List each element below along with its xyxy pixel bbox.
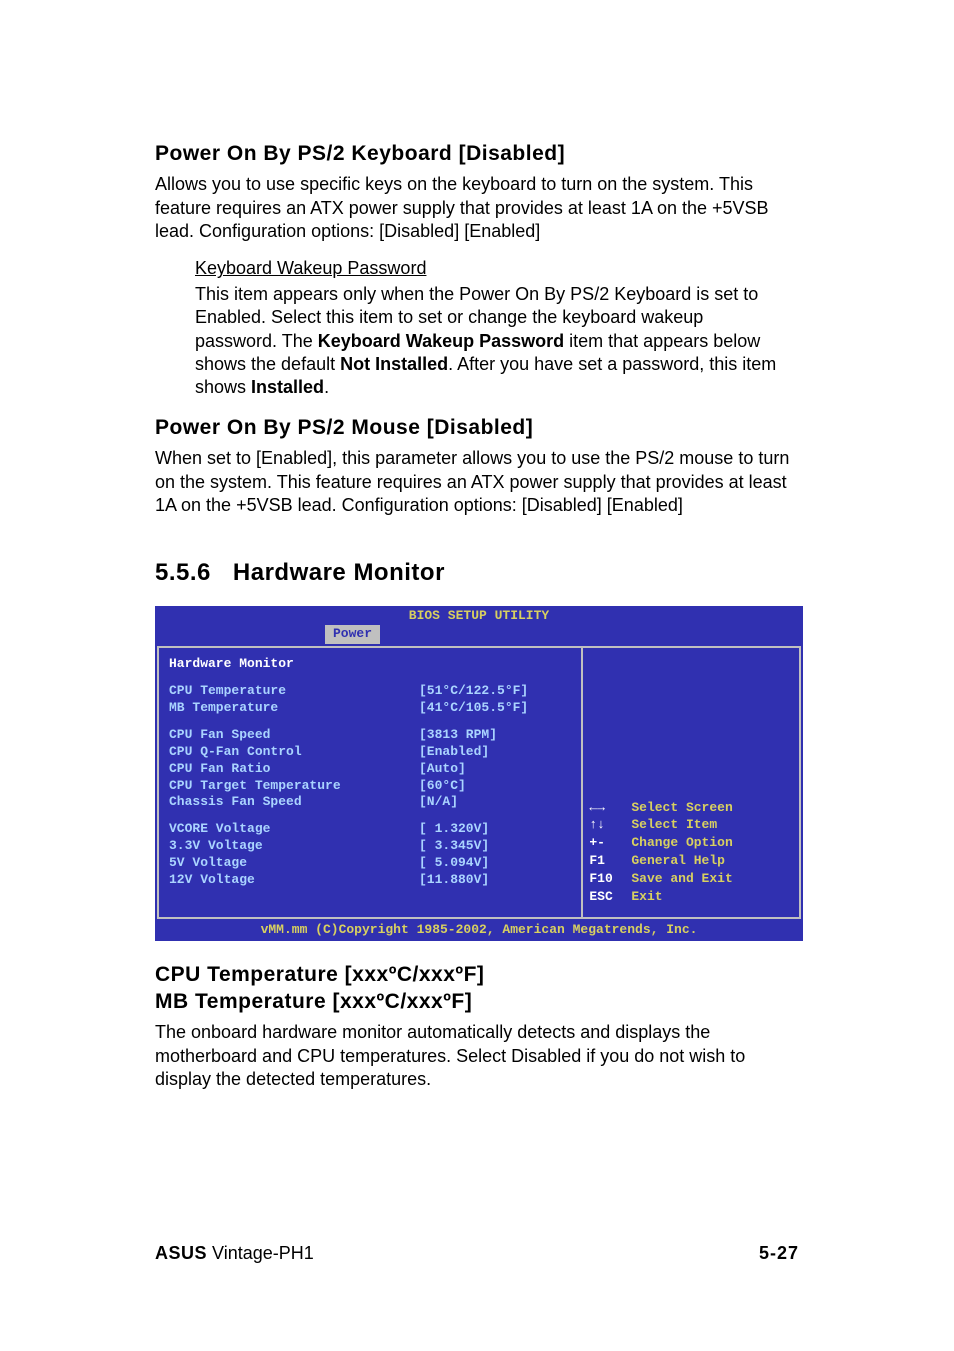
bios-label: VCORE Voltage [169, 821, 419, 838]
section-power-mouse: Power On By PS/2 Mouse [Disabled] When s… [155, 414, 799, 517]
bios-panel-title: Hardware Monitor [169, 656, 571, 673]
heading-power-mouse: Power On By PS/2 Mouse [Disabled] [155, 414, 799, 441]
bios-row-fan-ratio[interactable]: CPU Fan Ratio [Auto] [169, 761, 571, 778]
heading-power-keyboard: Power On By PS/2 Keyboard [Disabled] [155, 140, 799, 167]
bios-row-5v[interactable]: 5V Voltage [ 5.094V] [169, 855, 571, 872]
heading-cpu-temp: CPU Temperature [xxxºC/xxxºF] [155, 961, 799, 988]
keyboard-wakeup-block: Keyboard Wakeup Password This item appea… [195, 257, 789, 399]
section-temperatures: CPU Temperature [xxxºC/xxxºF] MB Tempera… [155, 961, 799, 1092]
bios-row-vcore[interactable]: VCORE Voltage [ 1.320V] [169, 821, 571, 838]
bios-row-target-temp[interactable]: CPU Target Temperature [60°C] [169, 778, 571, 795]
bios-value: [ 1.320V] [419, 821, 489, 838]
bios-label: Chassis Fan Speed [169, 794, 419, 811]
bios-label: MB Temperature [169, 700, 419, 717]
nav-key-f10: F10 [589, 871, 631, 888]
heading-mb-temp: MB Temperature [xxxºC/xxxºF] [155, 988, 799, 1015]
bios-label: CPU Target Temperature [169, 778, 419, 795]
bios-value: [3813 RPM] [419, 727, 497, 744]
bios-nav-row: ←→Select Screen [589, 800, 793, 817]
nav-label: Save and Exit [631, 871, 732, 888]
bios-value: [ 5.094V] [419, 855, 489, 872]
bios-group-temps: CPU Temperature [51°C/122.5°F] MB Temper… [169, 683, 571, 717]
bios-label: 12V Voltage [169, 872, 419, 889]
nav-key-pm-icon: +- [589, 835, 631, 852]
kw-bold-3: Installed [251, 377, 324, 397]
nav-label: Select Item [631, 817, 717, 834]
footer-page-number: 5-27 [759, 1242, 799, 1265]
bios-value: [51°C/122.5°F] [419, 683, 528, 700]
footer-brand: ASUS [155, 1243, 207, 1263]
bios-label: 3.3V Voltage [169, 838, 419, 855]
bios-value: [60°C] [419, 778, 466, 795]
nav-key-lr-icon: ←→ [589, 800, 631, 817]
bios-nav-row: ESCExit [589, 889, 793, 906]
bios-nav-row: F1General Help [589, 853, 793, 870]
bios-nav-row: F10Save and Exit [589, 871, 793, 888]
bios-value: [11.880V] [419, 872, 489, 889]
bios-row-chassis-fan[interactable]: Chassis Fan Speed [N/A] [169, 794, 571, 811]
section-556-num: 5.5.6 [155, 559, 211, 586]
bios-label: 5V Voltage [169, 855, 419, 872]
body-temperatures: The onboard hardware monitor automatical… [155, 1021, 799, 1091]
footer-left: ASUS Vintage-PH1 [155, 1242, 314, 1265]
nav-label: Change Option [631, 835, 732, 852]
nav-key-f1: F1 [589, 853, 631, 870]
nav-label: Exit [631, 889, 662, 906]
bios-nav-row: +-Change Option [589, 835, 793, 852]
kw-bold-1: Keyboard Wakeup Password [318, 331, 564, 351]
nav-key-esc: ESC [589, 889, 631, 906]
bios-row-mb-temp[interactable]: MB Temperature [41°C/105.5°F] [169, 700, 571, 717]
bios-footer: vMM.mm (C)Copyright 1985-2002, American … [155, 921, 803, 941]
section-556-title: Hardware Monitor [233, 559, 445, 586]
bios-value: [Enabled] [419, 744, 489, 761]
bios-right-panel: ←→Select Screen ↑↓Select Item +-Change O… [581, 646, 801, 919]
kw-text-d: . [324, 377, 329, 397]
body-power-mouse: When set to [Enabled], this parameter al… [155, 447, 799, 517]
bios-row-qfan[interactable]: CPU Q-Fan Control [Enabled] [169, 744, 571, 761]
nav-label: Select Screen [631, 800, 732, 817]
bios-label: CPU Fan Ratio [169, 761, 419, 778]
bios-label: CPU Temperature [169, 683, 419, 700]
bios-screenshot: BIOS SETUP UTILITY Power Hardware Monito… [155, 606, 803, 940]
bios-nav-row: ↑↓Select Item [589, 817, 793, 834]
bios-value: [Auto] [419, 761, 466, 778]
bios-tab-power[interactable]: Power [325, 625, 380, 644]
bios-tabs: Power [155, 625, 803, 644]
body-power-keyboard: Allows you to use specific keys on the k… [155, 173, 799, 243]
keyboard-wakeup-title: Keyboard Wakeup Password [195, 257, 789, 280]
bios-value: [ 3.345V] [419, 838, 489, 855]
bios-title: BIOS SETUP UTILITY [155, 606, 803, 625]
bios-label: CPU Fan Speed [169, 727, 419, 744]
bios-nav-block: ←→Select Screen ↑↓Select Item +-Change O… [589, 800, 793, 907]
bios-body: Hardware Monitor CPU Temperature [51°C/1… [155, 644, 803, 921]
kw-bold-2: Not Installed [340, 354, 448, 374]
page-footer: ASUS Vintage-PH1 5-27 [155, 1242, 799, 1265]
nav-key-ud-icon: ↑↓ [589, 817, 631, 834]
bios-label: CPU Q-Fan Control [169, 744, 419, 761]
bios-row-cpu-fan-speed[interactable]: CPU Fan Speed [3813 RPM] [169, 727, 571, 744]
bios-row-33v[interactable]: 3.3V Voltage [ 3.345V] [169, 838, 571, 855]
bios-row-12v[interactable]: 12V Voltage [11.880V] [169, 872, 571, 889]
bios-value: [N/A] [419, 794, 458, 811]
section-556-heading: 5.5.6 Hardware Monitor [155, 557, 799, 588]
bios-value: [41°C/105.5°F] [419, 700, 528, 717]
bios-group-fans: CPU Fan Speed [3813 RPM] CPU Q-Fan Contr… [169, 727, 571, 811]
nav-label: General Help [631, 853, 725, 870]
bios-group-voltages: VCORE Voltage [ 1.320V] 3.3V Voltage [ 3… [169, 821, 571, 889]
footer-model: Vintage-PH1 [207, 1243, 314, 1263]
bios-left-panel: Hardware Monitor CPU Temperature [51°C/1… [157, 646, 581, 919]
section-power-keyboard: Power On By PS/2 Keyboard [Disabled] All… [155, 140, 799, 400]
bios-row-cpu-temp[interactable]: CPU Temperature [51°C/122.5°F] [169, 683, 571, 700]
